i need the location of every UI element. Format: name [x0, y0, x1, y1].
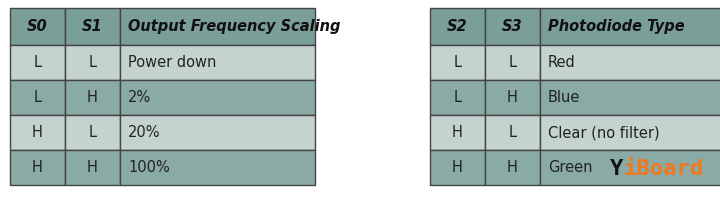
Text: Blue: Blue — [548, 90, 580, 105]
Text: L: L — [89, 55, 96, 70]
Text: 2%: 2% — [128, 90, 151, 105]
Bar — [485, 150, 540, 185]
Bar — [540, 45, 720, 80]
Text: L: L — [508, 125, 516, 140]
Text: L: L — [89, 125, 96, 140]
Bar — [540, 8, 720, 45]
Bar — [120, 45, 315, 80]
Bar — [10, 8, 65, 45]
Text: Clear (no filter): Clear (no filter) — [548, 125, 660, 140]
Text: 20%: 20% — [128, 125, 161, 140]
Bar — [485, 115, 540, 150]
Bar — [10, 80, 65, 115]
Text: Green: Green — [548, 160, 593, 175]
Text: Output Frequency Scaling: Output Frequency Scaling — [128, 19, 341, 34]
Bar — [120, 150, 315, 185]
Text: Red: Red — [548, 55, 576, 70]
Bar — [65, 80, 120, 115]
Text: L: L — [34, 90, 42, 105]
Bar — [485, 45, 540, 80]
Bar — [485, 80, 540, 115]
Text: Y: Y — [610, 159, 624, 179]
Bar — [10, 150, 65, 185]
Text: H: H — [507, 90, 518, 105]
Text: H: H — [87, 160, 98, 175]
Text: Photodiode Type: Photodiode Type — [548, 19, 685, 34]
Bar — [485, 8, 540, 45]
Text: 100%: 100% — [128, 160, 170, 175]
Bar — [120, 115, 315, 150]
Text: H: H — [32, 125, 43, 140]
Text: S1: S1 — [82, 19, 103, 34]
Text: H: H — [452, 125, 463, 140]
Text: S3: S3 — [502, 19, 523, 34]
Bar — [540, 150, 720, 185]
Text: L: L — [454, 90, 462, 105]
Bar — [430, 150, 485, 185]
Bar — [430, 8, 485, 45]
Text: L: L — [454, 55, 462, 70]
Bar — [65, 8, 120, 45]
Text: L: L — [508, 55, 516, 70]
Bar — [65, 45, 120, 80]
Bar — [120, 80, 315, 115]
Text: H: H — [32, 160, 43, 175]
Bar — [430, 80, 485, 115]
Text: S0: S0 — [27, 19, 48, 34]
Text: H: H — [87, 90, 98, 105]
Text: iBoard: iBoard — [624, 159, 703, 179]
Bar — [430, 45, 485, 80]
Bar — [10, 45, 65, 80]
Text: H: H — [507, 160, 518, 175]
Bar — [120, 8, 315, 45]
Bar — [10, 115, 65, 150]
Text: L: L — [34, 55, 42, 70]
Bar — [430, 115, 485, 150]
Bar — [540, 115, 720, 150]
Bar — [65, 115, 120, 150]
Text: H: H — [452, 160, 463, 175]
Bar — [65, 150, 120, 185]
Text: S2: S2 — [447, 19, 468, 34]
Bar — [540, 80, 720, 115]
Text: Power down: Power down — [128, 55, 217, 70]
